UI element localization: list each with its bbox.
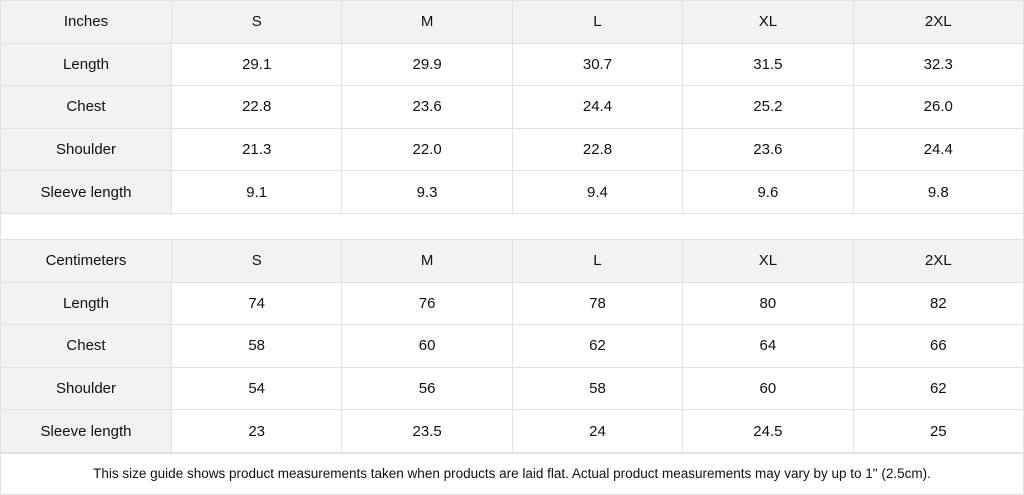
size-table-inches: Inches S M L XL 2XL Length 29.1 29.9 30.7 31.5 32.3… [0,0,1024,214]
table-row: Length 29.1 29.9 30.7 31.5 32.3 [0,42,1024,87]
table-row: Chest 58 60 62 64 66 [0,324,1024,368]
measurement-value: 21.3 [170,127,343,172]
table-row: Sleeve length 9.1 9.3 9.4 9.6 9.8 [0,170,1024,214]
measurement-value: 22.8 [170,85,343,129]
measurement-value: 58 [170,324,343,368]
measurement-value: 29.9 [341,42,513,87]
measurement-value: 23.5 [341,409,513,453]
size-header: S [170,238,343,283]
measurement-value: 24 [511,409,684,453]
size-header: M [341,238,513,283]
size-header: L [511,0,684,44]
measurement-value: 9.6 [682,170,854,214]
size-guide-note: This size guide shows product measuremen… [0,452,1024,495]
table-row: Length 74 76 78 80 82 [0,281,1024,326]
size-table-centimeters: Centimeters S M L XL 2XL Length 74 76 78 80 82 Chest… [0,238,1024,453]
measurement-label: Chest [0,85,172,129]
measurement-value: 31.5 [682,42,854,87]
measurement-value: 80 [682,281,854,326]
measurement-value: 23 [170,409,343,453]
measurement-label: Chest [0,324,172,368]
measurement-value: 76 [341,281,513,326]
measurement-value: 26.0 [852,85,1024,129]
measurement-label: Length [0,281,172,326]
unit-header: Inches [0,0,172,44]
measurement-value: 30.7 [511,42,684,87]
measurement-label: Sleeve length [0,170,172,214]
measurement-label: Shoulder [0,127,172,172]
measurement-value: 66 [852,324,1024,368]
measurement-value: 9.8 [852,170,1024,214]
measurement-value: 9.3 [341,170,513,214]
table-spacer [0,213,1024,239]
table-row: Chest 22.8 23.6 24.4 25.2 26.0 [0,85,1024,129]
size-header: M [341,0,513,44]
measurement-value: 82 [852,281,1024,326]
measurement-value: 9.1 [170,170,343,214]
measurement-value: 74 [170,281,343,326]
measurement-value: 25 [852,409,1024,453]
header-row: Inches S M L XL 2XL [0,0,1024,44]
measurement-value: 60 [341,324,513,368]
header-row: Centimeters S M L XL 2XL [0,238,1024,283]
measurement-value: 64 [682,324,854,368]
measurement-value: 62 [511,324,684,368]
measurement-label: Sleeve length [0,409,172,453]
measurement-label: Shoulder [0,366,172,411]
measurement-value: 54 [170,366,343,411]
measurement-value: 60 [682,366,854,411]
measurement-value: 24.4 [511,85,684,129]
size-header: L [511,238,684,283]
size-header: 2XL [852,0,1024,44]
unit-header: Centimeters [0,238,172,283]
size-header: S [170,0,343,44]
measurement-value: 24.4 [852,127,1024,172]
measurement-value: 25.2 [682,85,854,129]
measurement-label: Length [0,42,172,87]
table-row: Shoulder 54 56 58 60 62 [0,366,1024,411]
measurement-value: 32.3 [852,42,1024,87]
measurement-value: 62 [852,366,1024,411]
measurement-value: 78 [511,281,684,326]
size-header: XL [682,0,854,44]
size-header: XL [682,238,854,283]
measurement-value: 9.4 [511,170,684,214]
measurement-value: 23.6 [341,85,513,129]
measurement-value: 22.8 [511,127,684,172]
table-row: Sleeve length 23 23.5 24 24.5 25 [0,409,1024,453]
measurement-value: 29.1 [170,42,343,87]
measurement-value: 22.0 [341,127,513,172]
table-row: Shoulder 21.3 22.0 22.8 23.6 24.4 [0,127,1024,172]
measurement-value: 56 [341,366,513,411]
measurement-value: 24.5 [682,409,854,453]
measurement-value: 58 [511,366,684,411]
measurement-value: 23.6 [682,127,854,172]
size-header: 2XL [852,238,1024,283]
